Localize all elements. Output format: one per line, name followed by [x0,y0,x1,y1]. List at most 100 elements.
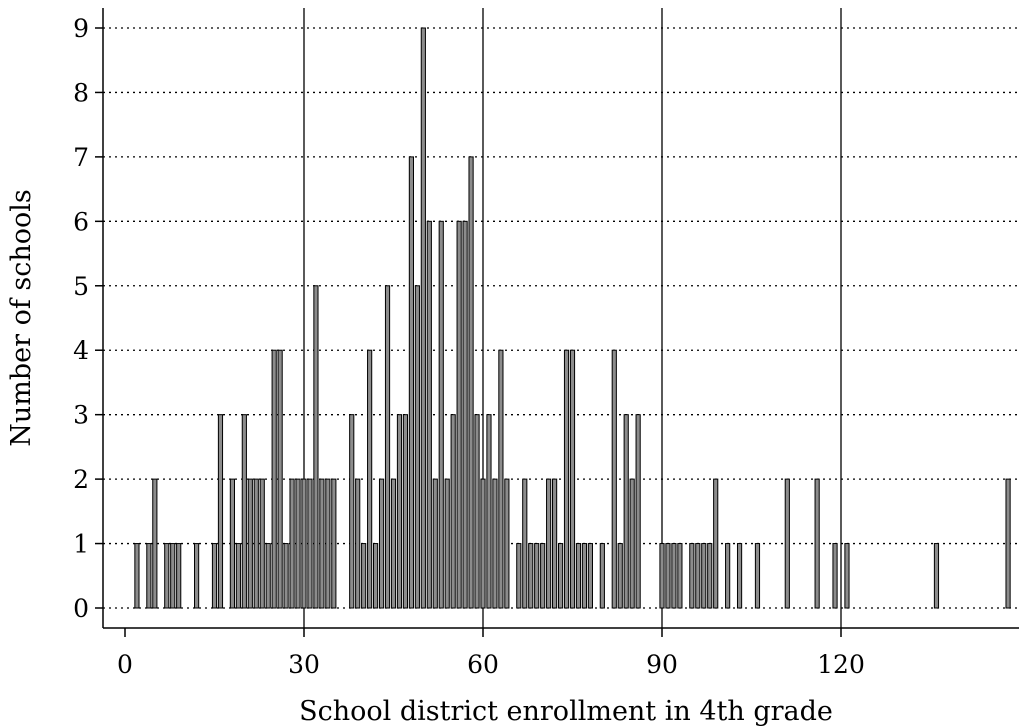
histogram-bar [665,543,671,609]
histogram-bar [707,543,713,609]
histogram-bar [402,414,409,609]
histogram-bar [587,543,593,609]
histogram-bar [170,543,176,609]
histogram-bar [146,543,152,609]
histogram-bar [289,478,295,609]
histogram-bar [384,285,391,609]
histogram-bar [325,478,331,609]
x-tick-label: 30 [288,650,320,679]
histogram-bar [271,349,277,609]
histogram-bar [378,478,385,609]
histogram-bar [933,543,940,609]
histogram-bar [164,543,170,609]
histogram-bar [373,543,379,609]
histogram-bar [844,543,850,609]
histogram-bar [557,543,564,609]
y-tick-label: 1 [73,530,89,559]
histogram-bar [277,349,283,609]
histogram-bar [194,543,200,609]
histogram-bar [754,543,761,609]
y-tick-label: 3 [73,401,89,430]
histogram-bar [617,543,623,609]
histogram-bar [217,414,224,609]
histogram-bar [736,543,743,609]
x-tick-label: 90 [646,650,678,679]
histogram-bar [367,349,373,609]
histogram-bar [504,478,510,609]
grid-layer [103,8,1019,628]
histogram-bar [265,543,271,609]
y-tick-label: 9 [73,14,89,43]
histogram-bar [474,414,480,609]
histogram-bar [134,543,140,609]
x-tick-label: 120 [817,650,865,679]
histogram-bar [546,478,552,609]
histogram-bar [671,543,677,609]
x-axis-label: School district enrollment in 4th grade [299,696,833,727]
histogram-bar [420,27,426,609]
y-tick-label: 2 [73,465,89,494]
histogram-bar [349,414,355,609]
histogram-bar [241,414,247,609]
histogram-bar [629,478,635,609]
y-tick-label: 8 [73,78,89,107]
y-tick-label: 4 [73,336,89,365]
histogram-bar [259,478,265,609]
histogram-bar [438,220,444,609]
histogram-bar [390,478,397,609]
histogram-bar [283,543,289,609]
histogram-bar [456,220,462,609]
histogram-bar [540,543,546,609]
histogram-bar [623,414,629,609]
histogram-bar [319,478,325,609]
histogram-bar [599,543,605,609]
histogram-bar [480,478,486,609]
histogram-bar [635,414,641,609]
histogram-bar [725,543,731,609]
y-tick-label: 0 [73,594,89,623]
histogram-bar [611,349,617,609]
histogram-bar [581,543,588,609]
histogram-bar [659,543,665,609]
histogram-bar [295,478,301,609]
histogram-bar [301,478,307,609]
histogram-bar [462,220,468,609]
x-tick-label: 60 [467,650,499,679]
histogram-bar [689,543,695,609]
histogram-bar [361,543,367,609]
y-tick-label: 7 [73,143,89,172]
histogram-bar [253,478,259,609]
y-tick-label: 5 [73,272,89,301]
histogram-bar [247,478,253,609]
histogram-bar [414,285,420,609]
histogram-bar [408,156,414,609]
histogram-bar [152,478,158,609]
histogram-bar [396,414,403,609]
histogram-bar [468,156,474,609]
histogram-bar [522,478,528,609]
histogram-bar [450,414,456,609]
histogram-bar [516,543,522,609]
histogram-bar [701,543,707,609]
histogram-bar [432,478,438,609]
histogram-bar [211,543,218,609]
histogram-bar [313,285,319,609]
histogram-bar [444,478,450,609]
histogram-bar [331,478,337,609]
axes-layer [102,8,1019,629]
histogram-bar [677,543,683,609]
histogram-bar [575,543,582,609]
histogram-bar [307,478,313,609]
histogram-bar [229,478,235,609]
histogram-bar [814,478,820,609]
histogram-bar [534,543,540,609]
y-tick-label: 6 [73,207,89,236]
histogram-bar [713,478,719,609]
histogram-bar [1005,478,1011,609]
histogram-bar [528,543,534,609]
y-axis-label: Number of schools [6,189,37,447]
histogram-bar [355,478,361,609]
